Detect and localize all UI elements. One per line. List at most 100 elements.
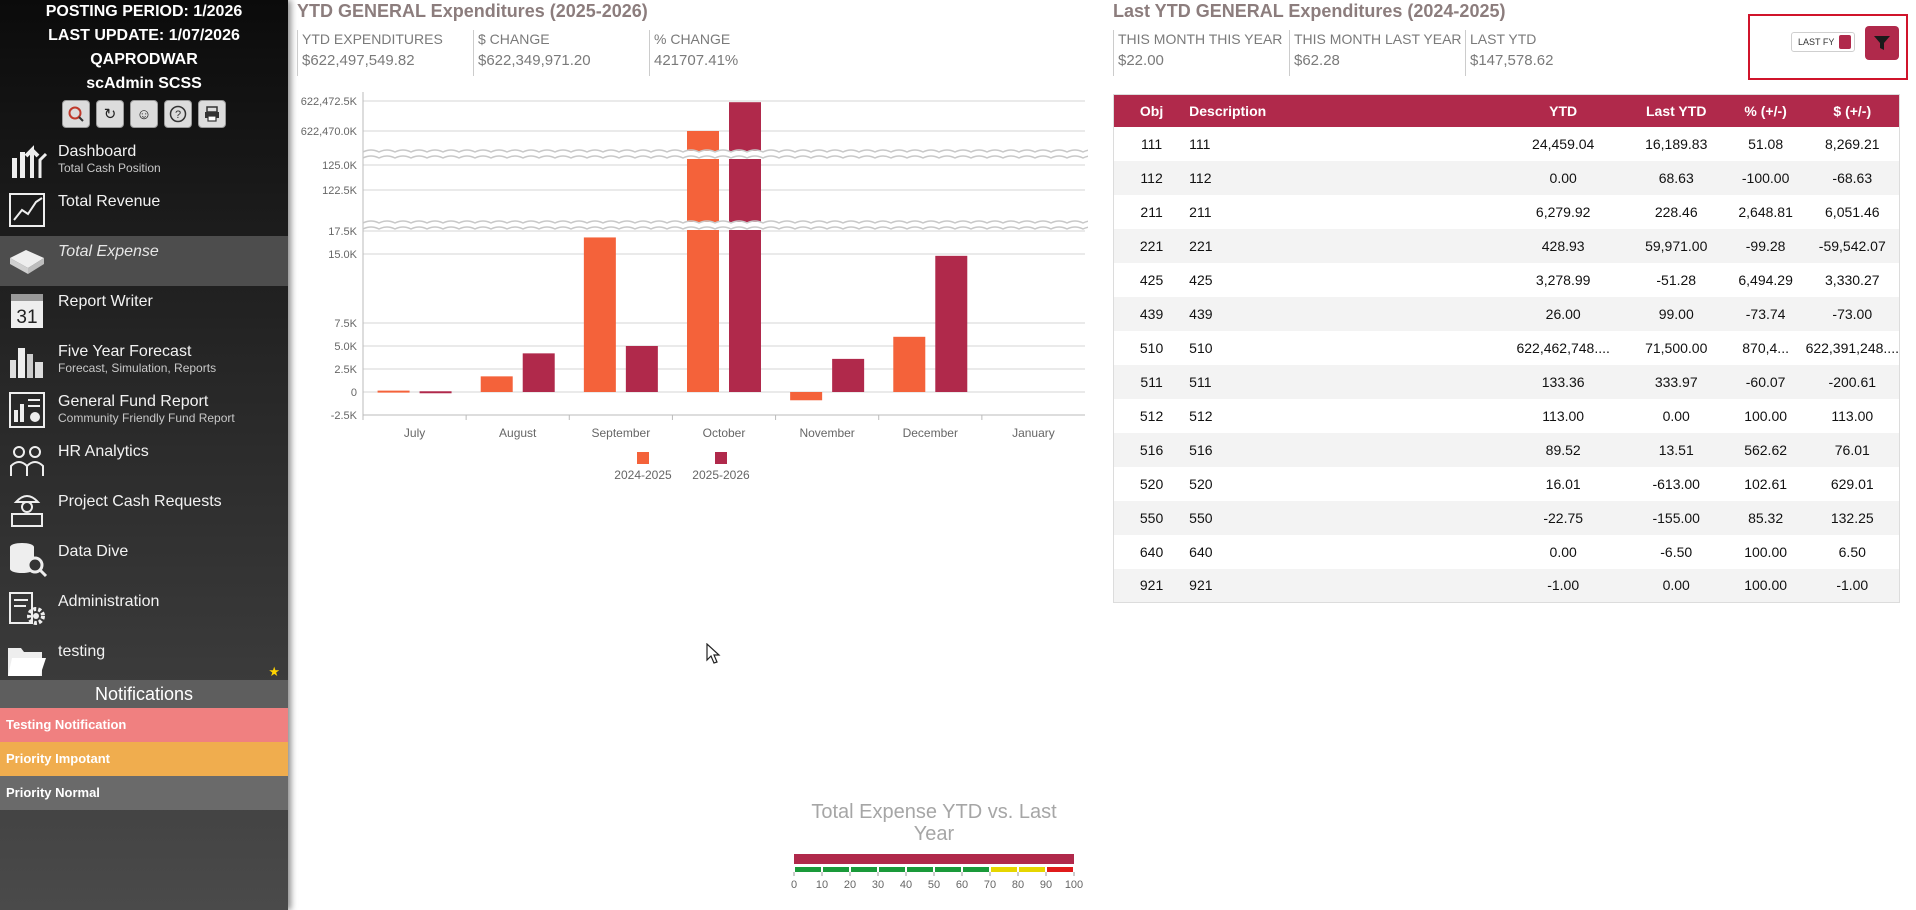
cell-obj: 511 <box>1113 364 1190 399</box>
nav-item-administration[interactable]: Administration <box>0 586 288 636</box>
mouse-cursor-icon <box>706 643 721 664</box>
kpi-label: THIS MONTH LAST YEAR <box>1294 31 1462 47</box>
cell-dollar-change: 622,391,248.... <box>1806 331 1900 365</box>
last-fy-toggle[interactable]: LAST FY <box>1791 32 1855 52</box>
nav-label: Data Dive <box>58 543 129 560</box>
nav-item-total-expense[interactable]: Total Expense <box>0 236 288 286</box>
nav-sublabel: Forecast, Simulation, Reports <box>58 361 217 375</box>
gauge-title: Total Expense YTD vs. Last Year <box>811 801 1057 845</box>
table-row[interactable]: 921 921 -1.00 0.00 100.00 -1.00 <box>1113 568 1900 603</box>
cell-text: 221 <box>1139 237 1164 254</box>
nav-item-dashboard[interactable]: Dashboard Total Cash Position <box>0 136 288 186</box>
city-bars-icon <box>4 336 50 382</box>
cell-text: 113.00 <box>1542 407 1585 424</box>
notification-priority-normal[interactable]: Priority Normal <box>0 776 288 810</box>
col-header-obj[interactable]: Obj <box>1113 94 1190 127</box>
posting-period: POSTING PERIOD: 1/2026 <box>45 3 243 20</box>
cell-pct-change: 870,4... <box>1726 331 1806 365</box>
table-row[interactable]: 520 520 16.01 -613.00 102.61 629.01 <box>1114 467 1900 501</box>
star-icon[interactable]: ★ <box>268 664 280 679</box>
cell-text: -200.61 <box>1828 373 1877 390</box>
table-row[interactable]: 550 550 -22.75 -155.00 85.32 132.25 <box>1113 500 1900 535</box>
cell-text: 221 <box>1189 237 1213 254</box>
gauge-tick-label: 10 <box>816 879 828 891</box>
cell-text: 6,494.29 <box>1738 271 1793 288</box>
gauge-band <box>795 867 821 872</box>
col-header-description[interactable]: Description <box>1189 94 1500 127</box>
cell-text: -68.63 <box>1832 169 1873 186</box>
sidebar-nav: Dashboard Total Cash Position Total Reve… <box>0 136 288 686</box>
col-header-dollar-change[interactable]: $ (+/-) <box>1805 94 1900 127</box>
bar-2024-2025-September <box>583 237 616 392</box>
smiley-icon[interactable]: ☺ <box>130 100 158 128</box>
bar-2024-2025-October <box>687 131 719 392</box>
y-tick-label: 622,472.5K <box>301 96 358 108</box>
cell-text: -1.00 <box>1547 577 1580 594</box>
cell-text: 511 <box>1189 373 1212 390</box>
table-row[interactable]: 112 112 0.00 68.63 -100.00 -68.63 <box>1113 160 1900 195</box>
cell-ytd: 3,278.99 <box>1500 263 1627 297</box>
cell-text: 333.97 <box>1654 373 1698 390</box>
cell-text: 516 <box>1189 441 1213 458</box>
gauge-band <box>963 867 989 872</box>
search-icon[interactable] <box>62 100 90 128</box>
table-row[interactable]: 511 511 133.36 333.97 -60.07 -200.61 <box>1113 364 1900 399</box>
y-tick-label: 2.5K <box>334 364 357 376</box>
gauge-tick-label: 90 <box>1040 879 1052 891</box>
cell-obj: 640 <box>1114 535 1190 569</box>
cell-text: 51.08 <box>1748 135 1784 152</box>
print-icon[interactable] <box>198 100 226 128</box>
sidebar-toolbar: ↻ ☺ ? <box>0 100 288 128</box>
table-row[interactable]: 439 439 26.00 99.00 -73.74 -73.00 <box>1113 296 1900 331</box>
cell-description: 512 <box>1189 399 1499 433</box>
cell-ytd: 133.36 <box>1499 364 1627 399</box>
nav-label: Five Year Forecast <box>58 343 192 360</box>
nav-item-report-writer[interactable]: 31 Report Writer <box>0 286 288 336</box>
cell-text: 0.00 <box>1662 577 1690 594</box>
cell-text: 8,269.21 <box>1825 135 1880 152</box>
expense-gauge: 0 10 20 30 40 50 60 70 80 90 100 <box>791 854 1083 891</box>
cell-text: 102.61 <box>1744 475 1788 492</box>
nav-item-data-dive[interactable]: Data Dive <box>0 536 288 586</box>
cell-text: 0.00 <box>1662 407 1690 424</box>
cell-last-ytd: 16,189.83 <box>1627 127 1726 161</box>
filter-button[interactable] <box>1865 26 1899 60</box>
gauge-tick-label: 40 <box>900 879 912 891</box>
col-header-pct-change[interactable]: % (+/-) <box>1725 94 1806 127</box>
nav-item-total-revenue[interactable]: Total Revenue <box>0 186 288 236</box>
table-row[interactable]: 512 512 113.00 0.00 100.00 113.00 <box>1114 399 1900 433</box>
expense-box-icon <box>4 236 50 282</box>
table-row[interactable]: 640 640 0.00 -6.50 100.00 6.50 <box>1114 535 1900 569</box>
notification-testing[interactable]: Testing Notification <box>0 708 288 742</box>
cell-ytd: 26.00 <box>1499 296 1627 331</box>
table-row[interactable]: 425 425 3,278.99 -51.28 6,494.29 3,330.27 <box>1114 263 1900 297</box>
table-row[interactable]: 221 221 428.93 59,971.00 -99.28 -59,542.07 <box>1113 228 1900 263</box>
nav-item-general-fund-report[interactable]: General Fund Report Community Friendly F… <box>0 386 288 436</box>
nav-item-testing[interactable]: testing ★ <box>0 636 288 686</box>
col-header-ytd[interactable]: YTD <box>1499 94 1627 127</box>
table-row[interactable]: 211 211 6,279.92 228.46 2,648.81 6,051.46 <box>1114 195 1900 229</box>
cell-text: 640 <box>1139 543 1164 560</box>
cell-ytd: 622,462,748.... <box>1500 331 1627 365</box>
help-icon[interactable]: ? <box>164 100 192 128</box>
nav-item-hr-analytics[interactable]: HR Analytics <box>0 436 288 486</box>
cell-ytd: 89.52 <box>1499 432 1627 467</box>
cell-last-ytd: -6.50 <box>1627 535 1726 569</box>
nav-item-five-year-forecast[interactable]: Five Year Forecast Forecast, Simulation,… <box>0 336 288 386</box>
gauge-tick-label: 80 <box>1012 879 1024 891</box>
cell-text: 100.00 <box>1744 577 1788 594</box>
cell-last-ytd: 99.00 <box>1626 296 1726 331</box>
nav-item-project-cash-requests[interactable]: Project Cash Requests <box>0 486 288 536</box>
cell-text: 13.51 <box>1658 441 1694 458</box>
refresh-icon[interactable]: ↻ <box>96 100 124 128</box>
col-header-last-ytd[interactable]: Last YTD <box>1626 94 1726 127</box>
cell-text: 112 <box>1140 169 1163 186</box>
cell-description: 221 <box>1189 228 1500 263</box>
cell-dollar-change: -68.63 <box>1805 160 1900 195</box>
table-row[interactable]: 111 111 24,459.04 16,189.83 51.08 8,269.21 <box>1114 127 1900 161</box>
cell-text: 71,500.00 <box>1645 339 1708 356</box>
table-row[interactable]: 510 510 622,462,748.... 71,500.00 870,4... 62… <box>1114 331 1900 365</box>
cell-ytd: 0.00 <box>1500 535 1627 569</box>
notification-priority-important[interactable]: Priority Impotant <box>0 742 288 776</box>
table-row[interactable]: 516 516 89.52 13.51 562.62 76.01 <box>1113 432 1900 467</box>
